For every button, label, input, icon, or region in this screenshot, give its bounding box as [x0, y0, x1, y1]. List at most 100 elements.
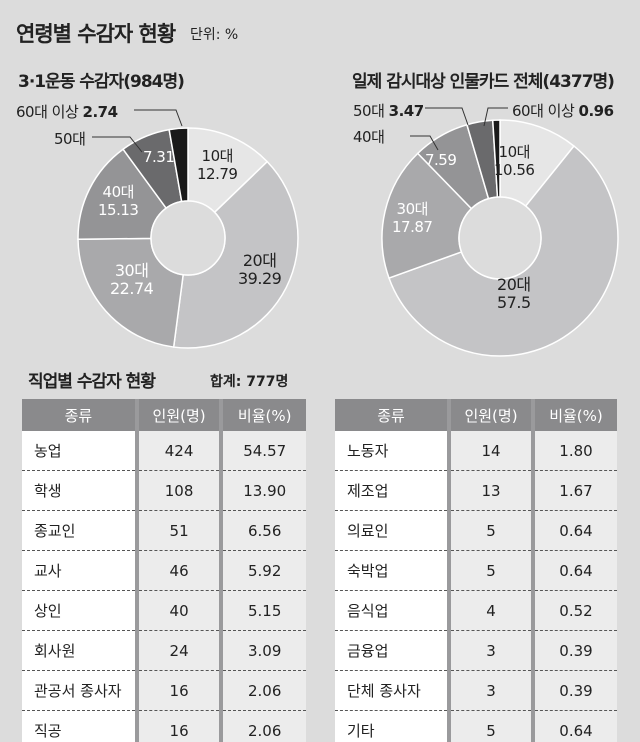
label-right-20: 20대 57.5	[497, 275, 531, 312]
label-left-10: 10대 12.79	[197, 147, 238, 183]
table-row: 기타 5 0.64	[335, 710, 617, 742]
column-header: 비율(%)	[219, 399, 306, 431]
job-name: 교사	[22, 550, 137, 591]
job-name: 학생	[22, 470, 137, 511]
label-left-20: 20대 39.29	[238, 251, 282, 288]
column-header: 인원(명)	[134, 399, 222, 431]
job-name: 음식업	[335, 590, 449, 631]
job-ratio: 0.64	[530, 510, 617, 551]
job-count: 3	[447, 630, 533, 671]
table-header: 종류 인원(명) 비율(%)	[22, 399, 306, 431]
job-ratio: 3.09	[219, 630, 306, 671]
table-row: 노동자 14 1.80	[335, 431, 617, 471]
job-ratio: 0.39	[530, 670, 617, 711]
table-row: 금융업 3 0.39	[335, 630, 617, 671]
job-ratio: 54.57	[219, 431, 306, 471]
jobs-title: 직업별 수감자 현황	[28, 372, 156, 392]
job-ratio: 5.92	[219, 550, 306, 591]
job-count: 13	[447, 470, 533, 511]
table-row: 관공서 종사자 16 2.06	[22, 670, 306, 711]
job-count: 108	[134, 470, 222, 511]
table-row: 단체 종사자 3 0.39	[335, 670, 617, 711]
label-left-40: 40대 15.13	[98, 183, 139, 219]
job-ratio: 6.56	[219, 510, 306, 551]
leader-line	[92, 136, 143, 153]
job-name: 회사원	[22, 630, 137, 671]
job-name: 의료인	[335, 510, 449, 551]
job-ratio: 0.64	[530, 550, 617, 591]
job-count: 5	[447, 510, 533, 551]
table-row: 종교인 51 6.56	[22, 510, 306, 551]
donut-left-hole	[150, 200, 226, 276]
job-ratio: 1.67	[530, 470, 617, 511]
label-right-30: 30대 17.87	[392, 200, 433, 236]
job-name: 종교인	[22, 510, 137, 551]
label-left-30: 30대 22.74	[110, 261, 154, 298]
job-ratio: 5.15	[219, 590, 306, 631]
table-row: 상인 40 5.15	[22, 590, 306, 631]
job-name: 직공	[22, 710, 137, 742]
value-right-40: 7.59	[425, 151, 457, 169]
job-count: 5	[447, 550, 533, 591]
job-name: 노동자	[335, 431, 449, 471]
job-count: 51	[134, 510, 222, 551]
table-row: 직공 16 2.06	[22, 710, 306, 742]
value-left-50: 7.31	[143, 148, 175, 166]
job-ratio: 0.39	[530, 630, 617, 671]
job-ratio: 13.90	[219, 470, 306, 511]
label-right-50: 50대 3.47	[353, 102, 424, 120]
column-header: 종류	[22, 399, 137, 431]
label-right-10: 10대 10.56	[494, 143, 535, 179]
unit-label: 단위: %	[190, 27, 239, 43]
table-row: 의료인 5 0.64	[335, 510, 617, 551]
job-count: 16	[134, 710, 222, 742]
job-count: 424	[134, 431, 222, 471]
label-right-60: 60대 이상 0.96	[512, 102, 614, 120]
donut-charts	[77, 107, 619, 357]
jobs-table-right: 종류 인원(명) 비율(%) 노동자 14 1.80 제조업 13 1.67 의료인 5 0.64 숙박…	[335, 399, 617, 742]
column-header: 인원(명)	[447, 399, 533, 431]
leader-line	[410, 135, 439, 151]
job-name: 제조업	[335, 470, 449, 511]
label-right-40: 40대	[353, 128, 385, 146]
label-left-60: 60대 이상 2.74	[16, 103, 118, 121]
table-row: 교사 46 5.92	[22, 550, 306, 591]
job-ratio: 0.64	[530, 710, 617, 742]
job-ratio: 1.80	[530, 431, 617, 471]
table-row: 회사원 24 3.09	[22, 630, 306, 671]
table-header: 종류 인원(명) 비율(%)	[335, 399, 617, 431]
page-title: 연령별 수감자 현황	[16, 22, 176, 46]
column-header: 종류	[335, 399, 449, 431]
job-name: 숙박업	[335, 550, 449, 591]
column-header: 비율(%)	[530, 399, 617, 431]
job-name: 금융업	[335, 630, 449, 671]
leader-line	[425, 107, 469, 126]
job-count: 16	[134, 670, 222, 711]
jobs-total: 합계: 777명	[210, 374, 289, 390]
jobs-table-left: 종류 인원(명) 비율(%) 농업 424 54.57 학생 108 13.90 종교인 51 6.5…	[22, 399, 306, 742]
job-count: 5	[447, 710, 533, 742]
table-row: 숙박업 5 0.64	[335, 550, 617, 591]
job-count: 14	[447, 431, 533, 471]
job-count: 46	[134, 550, 222, 591]
chart-title-left: 3·1운동 수감자(984명)	[18, 72, 185, 92]
job-count: 4	[447, 590, 533, 631]
job-ratio: 2.06	[219, 710, 306, 742]
donut-right-hole	[458, 196, 542, 280]
job-name: 단체 종사자	[335, 670, 449, 711]
job-name: 상인	[22, 590, 137, 631]
job-count: 24	[134, 630, 222, 671]
table-row: 음식업 4 0.52	[335, 590, 617, 631]
leader-line	[134, 109, 183, 127]
job-count: 40	[134, 590, 222, 631]
leader-line	[483, 107, 508, 127]
job-ratio: 2.06	[219, 670, 306, 711]
job-name: 관공서 종사자	[22, 670, 137, 711]
table-row: 농업 424 54.57	[22, 431, 306, 471]
job-name: 기타	[335, 710, 449, 742]
label-left-50: 50대	[54, 130, 86, 148]
chart-title-right: 일제 감시대상 인물카드 전체(4377명)	[352, 72, 615, 92]
job-count: 3	[447, 670, 533, 711]
job-name: 농업	[22, 431, 137, 471]
